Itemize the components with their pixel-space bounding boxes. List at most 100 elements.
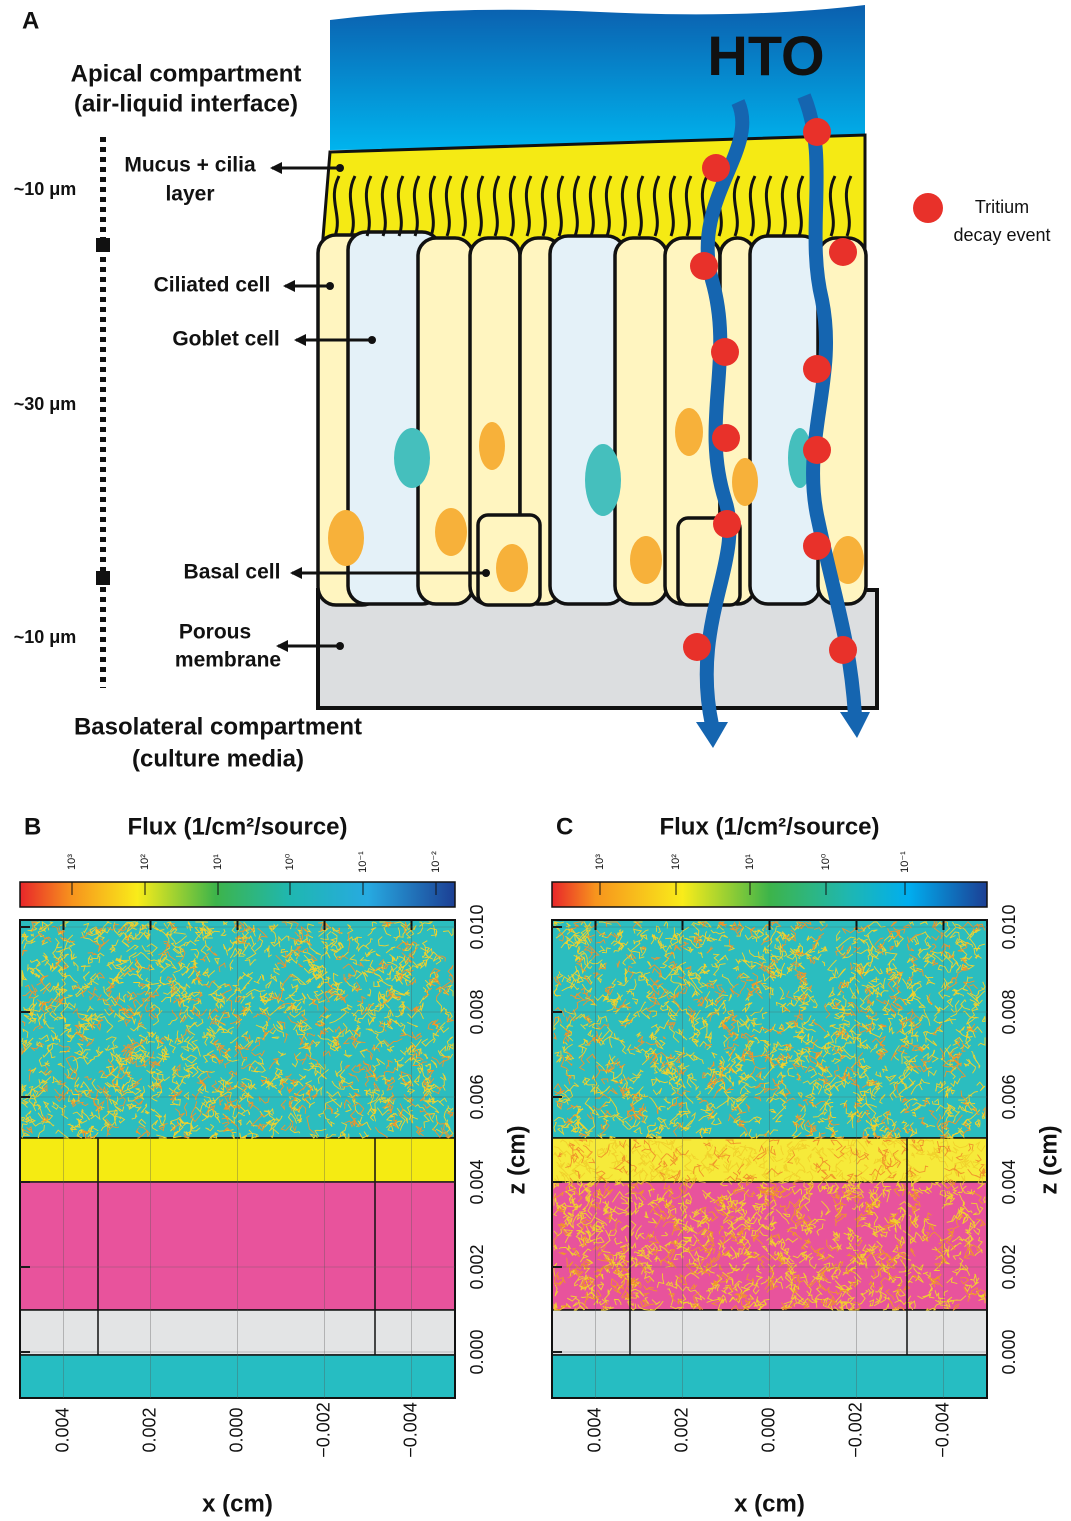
scale-marker	[96, 238, 110, 252]
nucleus	[496, 544, 528, 592]
cilium	[444, 175, 453, 237]
z-tick-label: 0.008	[999, 989, 1019, 1034]
basal-label: Basal cell	[184, 561, 281, 584]
hto-arrow	[797, 93, 862, 716]
z-tick-label: 0.008	[467, 989, 487, 1034]
decay-event	[712, 424, 740, 452]
membrane	[316, 588, 879, 710]
decay-event	[803, 118, 831, 146]
plot-panel: C Flux (1/cm²/source) 10³ 10² 10¹ 10⁰ 10⁻¹ 0.00…	[551, 813, 1062, 1517]
panel-label: A	[22, 7, 39, 34]
z-tick-label: 0.000	[999, 1329, 1019, 1374]
z-tick-label: 0.004	[999, 1159, 1019, 1204]
cilium	[460, 175, 469, 237]
nucleus	[732, 458, 758, 506]
decay-event	[803, 355, 831, 383]
cells	[316, 230, 868, 607]
goblet-label: Goblet cell	[172, 328, 279, 351]
decay-events	[683, 118, 857, 664]
flux-track	[21, 920, 454, 1139]
cilium	[844, 175, 853, 237]
colorbar-label: 10¹	[744, 854, 756, 870]
region	[551, 1309, 988, 1356]
mucus-label: Mucus + cilia	[124, 154, 256, 177]
z-tick-label: 0.002	[999, 1244, 1019, 1289]
scale-label: ~10 μm	[14, 179, 77, 199]
decay-event	[803, 532, 831, 560]
cilium	[732, 175, 741, 237]
nucleus	[394, 428, 430, 488]
diagram: Tritium decay event HTO A Apical compart…	[14, 5, 1051, 772]
decay-event	[803, 436, 831, 464]
colorbar-label: 10²	[139, 854, 151, 870]
z-tick-label: 0.004	[467, 1159, 487, 1204]
cilium	[780, 175, 789, 237]
cilium	[556, 175, 565, 237]
cilium	[364, 175, 373, 237]
cilium	[604, 175, 613, 237]
scale-label: ~30 μm	[14, 394, 77, 414]
cilium	[668, 175, 677, 237]
membrane-label: Porous	[179, 621, 251, 644]
nucleus	[675, 408, 703, 456]
decay-event	[702, 154, 730, 182]
decay-event	[713, 510, 741, 538]
z-axis-label: z (cm)	[503, 1125, 530, 1194]
colorbar-label: 10⁰	[284, 853, 296, 870]
arrow-head	[840, 712, 870, 738]
cilium	[380, 175, 389, 237]
flux-track	[553, 920, 986, 1140]
scale-label: ~10 μm	[14, 627, 77, 647]
cilium	[796, 175, 805, 237]
colorbar-label: 10¹	[212, 854, 224, 870]
decay-event	[690, 252, 718, 280]
x-tick-label: −0.004	[932, 1402, 952, 1458]
cilium	[636, 175, 645, 237]
cilium	[572, 175, 581, 237]
legend-text: Tritium	[975, 197, 1029, 217]
decay-event	[829, 636, 857, 664]
x-axis-label: x (cm)	[202, 1490, 273, 1517]
nucleus	[630, 536, 662, 584]
z-axis-label: z (cm)	[1035, 1125, 1062, 1194]
nucleus	[328, 510, 364, 566]
apical-label: (air-liquid interface)	[74, 90, 298, 117]
colorbar-label: 10²	[670, 854, 682, 870]
x-tick-label: 0.002	[671, 1407, 691, 1452]
cilium	[828, 175, 837, 237]
x-axis-label: x (cm)	[734, 1490, 805, 1517]
colorbar-label: 10⁻²	[430, 851, 442, 873]
colorbar-label: 10³	[594, 854, 606, 870]
arrow-head	[696, 722, 728, 748]
cilium	[524, 175, 533, 237]
z-tick-label: 0.002	[467, 1244, 487, 1289]
colorbar	[19, 881, 456, 908]
plot-panel: B Flux (1/cm²/source) 10³ 10² 10¹ 10⁰ 10⁻¹ 10⁻²…	[19, 813, 530, 1517]
region	[551, 1354, 988, 1399]
z-tick-label: 0.006	[467, 1074, 487, 1119]
colorbar-label: 10⁻¹	[357, 851, 369, 873]
x-tick-label: 0.004	[52, 1407, 72, 1452]
colorbar-title: Flux (1/cm²/source)	[659, 813, 879, 840]
cilium	[492, 175, 501, 237]
colorbar-title: Flux (1/cm²/source)	[127, 813, 347, 840]
flux-track	[553, 1139, 987, 1312]
apical-label: Apical compartment	[71, 60, 302, 87]
cilium	[620, 175, 629, 237]
x-tick-label: 0.004	[584, 1407, 604, 1452]
hto-arrow	[699, 99, 750, 727]
region	[19, 1354, 456, 1399]
cilium	[396, 175, 405, 237]
decay-event	[711, 338, 739, 366]
decay-event	[683, 633, 711, 661]
nucleus	[585, 444, 621, 516]
cilium	[588, 175, 597, 237]
decay-event	[829, 238, 857, 266]
x-tick-label: −0.002	[313, 1402, 333, 1458]
colorbar-label: 10³	[66, 854, 78, 870]
pointer-heads	[270, 162, 490, 652]
colorbar-label: 10⁻¹	[899, 851, 911, 873]
cilium	[540, 175, 549, 237]
colorbar	[551, 881, 988, 908]
